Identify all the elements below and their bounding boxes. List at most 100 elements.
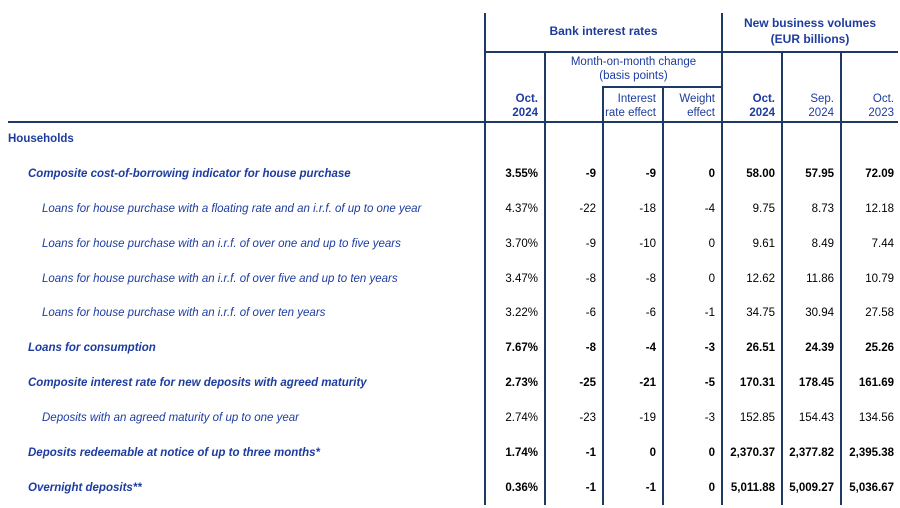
cell-mom-change-total <box>545 122 596 157</box>
table-rule-vertical <box>544 51 546 505</box>
table-row: Households <box>0 122 900 157</box>
col-header-line: Oct. <box>515 93 538 105</box>
cell-mom-change-total: -9 <box>585 237 596 250</box>
bank-interest-rates-label: Bank interest rates <box>549 24 658 38</box>
cell-rate-oct-2024: 0.36% <box>505 481 538 494</box>
cell-volume-oct-2023: 27.58 <box>865 307 894 320</box>
col-header-line: rate effect <box>605 106 656 119</box>
cell-interest-rate-effect: -21 <box>639 377 656 390</box>
cell-rate-oct-2024: 3.55% <box>505 168 538 181</box>
new-business-volumes-unit: (EUR billions) <box>770 32 850 46</box>
col-header-line: Oct. <box>872 93 894 105</box>
cell-weight-effect: -5 <box>704 377 715 390</box>
cell-weight-effect: -4 <box>704 203 715 216</box>
month-on-month-change-header: Month-on-month change (basis points) <box>545 55 722 83</box>
month-on-month-change-label: Month-on-month change <box>570 56 697 68</box>
cell-volume-oct-2023: 5,036.67 <box>849 481 894 494</box>
col-header-volume-oct-2024: Oct. 2024 <box>722 92 775 120</box>
row-label: Loans for consumption <box>28 342 156 355</box>
cell-volume-sep-2024: 8.73 <box>811 203 834 216</box>
cell-volume-oct-2024: 26.51 <box>746 342 775 355</box>
col-header-weight-effect: Weight effect <box>663 92 715 120</box>
cell-mom-change-total: -9 <box>585 168 596 181</box>
col-header-line: 2024 <box>749 106 775 119</box>
cell-weight-effect: 0 <box>708 237 715 250</box>
col-header-line: 2024 <box>512 106 538 119</box>
cell-volume-sep-2024 <box>782 122 834 157</box>
cell-volume-oct-2023: 72.09 <box>865 168 894 181</box>
cell-interest-rate-effect <box>603 122 656 157</box>
table-rule-vertical <box>781 52 783 505</box>
col-header-volume-sep-2024: Sep. 2024 <box>782 92 834 120</box>
cell-volume-oct-2024 <box>722 122 775 157</box>
cell-mom-change-total: -8 <box>585 272 596 285</box>
new-business-volumes-label: New business volumes <box>743 16 877 30</box>
table-row: Overnight deposits** 0.36% -1 -1 0 5,011… <box>0 470 900 505</box>
col-header-line: Interest <box>617 93 656 105</box>
cell-rate-oct-2024 <box>485 122 538 157</box>
bank-interest-rates-header: Bank interest rates <box>485 23 722 39</box>
row-label: Households <box>8 133 74 146</box>
cell-rate-oct-2024: 4.37% <box>505 203 538 216</box>
cell-rate-oct-2024: 3.22% <box>505 307 538 320</box>
cell-weight-effect: 0 <box>708 272 715 285</box>
cell-weight-effect: -3 <box>704 342 715 355</box>
table-row: Loans for house purchase with an i.r.f. … <box>0 261 900 296</box>
cell-weight-effect: -1 <box>704 307 715 320</box>
cell-weight-effect: 0 <box>708 168 715 181</box>
cell-interest-rate-effect: -10 <box>639 237 656 250</box>
col-header-line: Oct. <box>752 93 775 105</box>
cell-rate-oct-2024: 1.74% <box>505 446 538 459</box>
cell-volume-sep-2024: 30.94 <box>805 307 834 320</box>
table-row: Composite interest rate for new deposits… <box>0 366 900 401</box>
table-rule-vertical <box>840 52 842 505</box>
table-rule-vertical <box>484 13 486 505</box>
table-rule-vertical <box>602 87 604 505</box>
cell-mom-change-total: -23 <box>579 411 596 424</box>
cell-interest-rate-effect: -19 <box>639 411 656 424</box>
table-row: Loans for house purchase with an i.r.f. … <box>0 226 900 261</box>
row-label: Composite interest rate for new deposits… <box>28 377 367 390</box>
table-row: Deposits redeemable at notice of up to t… <box>0 435 900 470</box>
cell-volume-oct-2024: 2,370.37 <box>730 446 775 459</box>
row-label: Composite cost-of-borrowing indicator fo… <box>28 168 351 181</box>
cell-rate-oct-2024: 7.67% <box>505 342 538 355</box>
cell-weight-effect <box>663 122 715 157</box>
cell-rate-oct-2024: 2.73% <box>505 377 538 390</box>
col-header-rate-oct-2024: Oct. 2024 <box>485 92 538 120</box>
col-header-line: Sep. <box>810 93 834 105</box>
row-label: Loans for house purchase with a floating… <box>42 203 422 216</box>
cell-mom-change-total: -25 <box>579 377 596 390</box>
table-row: Composite cost-of-borrowing indicator fo… <box>0 157 900 192</box>
cell-weight-effect: -3 <box>704 411 715 424</box>
cell-volume-sep-2024: 178.45 <box>798 377 834 390</box>
col-header-line: 2024 <box>808 106 834 119</box>
cell-volume-sep-2024: 2,377.82 <box>789 446 834 459</box>
month-on-month-change-unit: (basis points) <box>599 70 668 82</box>
cell-interest-rate-effect: -6 <box>645 307 656 320</box>
cell-volume-oct-2023: 12.18 <box>865 203 894 216</box>
col-header-line: 2023 <box>868 106 894 119</box>
cell-volume-oct-2024: 152.85 <box>739 411 775 424</box>
cell-interest-rate-effect: -4 <box>645 342 656 355</box>
cell-interest-rate-effect: -1 <box>645 481 656 494</box>
cell-mom-change-total: -6 <box>585 307 596 320</box>
table-rule-horizontal <box>602 86 722 88</box>
cell-volume-sep-2024: 24.39 <box>805 342 834 355</box>
col-header-volume-oct-2023: Oct. 2023 <box>841 92 894 120</box>
cell-rate-oct-2024: 3.47% <box>505 272 538 285</box>
table-rule-vertical <box>721 13 723 505</box>
cell-mom-change-total: -1 <box>585 446 596 459</box>
cell-interest-rate-effect: 0 <box>649 446 656 459</box>
table-row: Deposits with an agreed maturity of up t… <box>0 401 900 436</box>
cell-volume-oct-2024: 58.00 <box>746 168 775 181</box>
cell-volume-oct-2023: 2,395.38 <box>849 446 894 459</box>
cell-volume-oct-2023: 134.56 <box>858 411 894 424</box>
row-label: Loans for house purchase with an i.r.f. … <box>42 237 401 250</box>
cell-interest-rate-effect: -18 <box>639 203 656 216</box>
cell-volume-oct-2023: 10.79 <box>865 272 894 285</box>
cell-volume-oct-2024: 170.31 <box>739 377 775 390</box>
cell-volume-sep-2024: 57.95 <box>805 168 834 181</box>
cell-volume-oct-2024: 12.62 <box>746 272 775 285</box>
